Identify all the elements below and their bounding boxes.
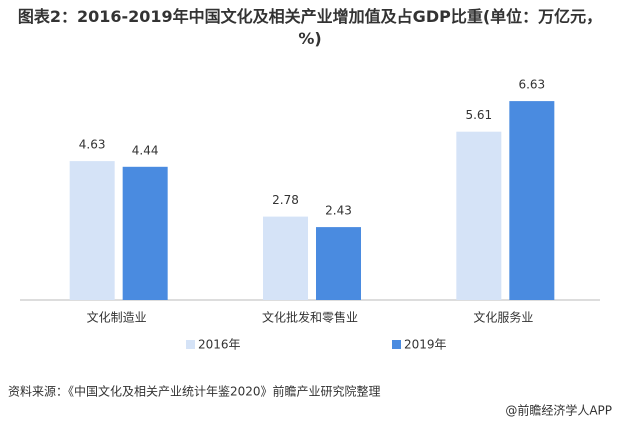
legend-swatch	[392, 340, 401, 349]
source: 资料来源：《中国文化及相关产业统计年鉴2020》前瞻产业研究院整理	[8, 384, 381, 399]
bar	[316, 227, 361, 300]
value-label: 2.78	[272, 193, 299, 207]
x-tick-label: 文化服务业	[473, 310, 533, 325]
value-label: 4.63	[79, 138, 106, 152]
bar	[69, 161, 115, 300]
legend-label: 2019年	[404, 338, 447, 352]
value-label: 4.44	[132, 143, 159, 157]
chart-title: 图表2：2016-2019年中国文化及相关产业增加值及占GDP比重(单位：万亿元…	[17, 7, 603, 48]
bar	[509, 101, 555, 300]
value-label: 2.43	[325, 204, 352, 218]
footer: @前瞻经济学人APP	[505, 403, 612, 418]
legend-swatch	[186, 340, 195, 349]
x-tick-label: 文化制造业	[87, 310, 147, 325]
legend-label: 2016年	[198, 338, 241, 352]
value-label: 5.61	[465, 108, 492, 122]
bar	[456, 131, 502, 300]
bar	[122, 166, 168, 300]
value-label: 6.63	[518, 78, 545, 92]
x-tick-label: 文化批发和零售业	[262, 310, 358, 325]
bar	[263, 216, 308, 300]
